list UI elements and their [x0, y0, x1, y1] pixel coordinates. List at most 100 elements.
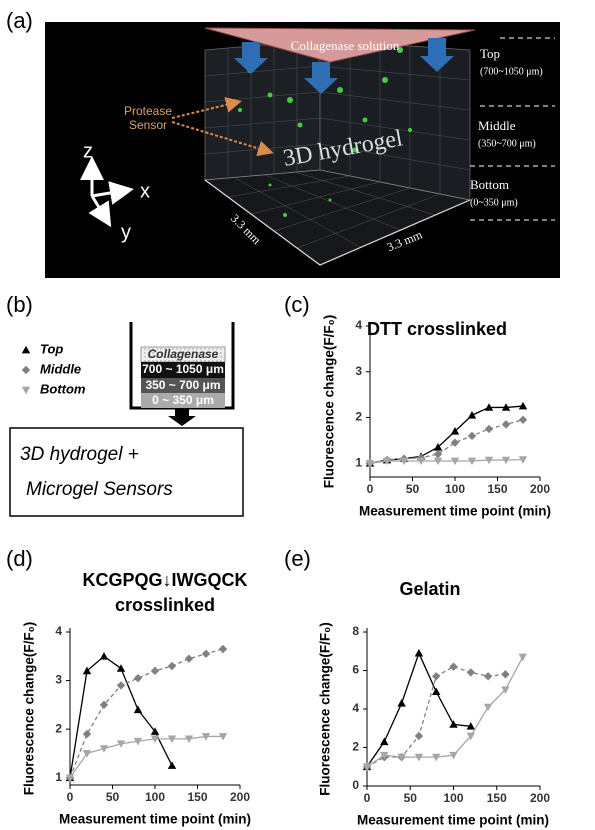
data-point	[82, 750, 92, 758]
data-point	[501, 686, 510, 694]
data-point	[414, 753, 424, 762]
panel-label: (d)	[6, 546, 33, 571]
data-point	[433, 443, 443, 451]
x-axis-label: Measurement time point (min)	[359, 504, 551, 519]
data-point	[150, 735, 160, 744]
data-point	[501, 670, 510, 679]
data-point	[133, 737, 143, 746]
data-point	[201, 733, 211, 741]
legend-label: Top	[40, 341, 63, 356]
axis-name: x	[140, 180, 150, 202]
data-point	[99, 652, 109, 660]
chart-title: crosslinked	[115, 595, 215, 615]
data-point	[365, 459, 375, 468]
series-line	[369, 419, 524, 464]
layer-name: Top	[480, 46, 500, 61]
y-tick-label: 4	[55, 624, 62, 638]
legend-marker	[21, 365, 31, 375]
microscopy-image: Collagenase solution 3D hydrogel Proteas…	[45, 22, 560, 278]
series-line	[366, 665, 506, 768]
y-tick-label: 1	[55, 770, 62, 784]
data-point	[167, 735, 177, 744]
x-tick-label: 50	[404, 791, 418, 805]
data-point	[466, 668, 475, 677]
data-point	[397, 753, 406, 762]
x-tick-label: 0	[367, 482, 374, 496]
data-point	[483, 672, 493, 681]
data-point	[450, 427, 460, 435]
data-point	[467, 431, 477, 441]
data-point	[501, 403, 511, 411]
setup-diagram: Collagenase 700 ~ 1050 μm 350 ~ 700 μm 0…	[9, 322, 244, 517]
data-point	[397, 699, 406, 707]
y-axis-label: Fluorescence change(F/F₀)	[322, 315, 337, 488]
series-line	[369, 405, 524, 464]
data-point	[432, 753, 441, 762]
data-point	[116, 681, 126, 690]
series-line	[69, 655, 173, 778]
data-point	[382, 457, 392, 466]
data-point	[150, 727, 160, 735]
x-tick-label: 100	[145, 790, 165, 804]
data-point	[433, 449, 443, 459]
layer-name: Middle	[478, 118, 516, 133]
y-tick-label: 8	[352, 624, 359, 638]
y-tick-label: 2	[355, 410, 362, 424]
box-text: 3D hydrogel +	[20, 444, 139, 465]
y-tick-label: 6	[352, 663, 359, 677]
chart-title: KCGPQG↓IWGQCK	[83, 570, 248, 590]
legend-label: Bottom	[40, 381, 86, 396]
x-tick-label: 100	[445, 482, 465, 496]
axis-name: z	[83, 140, 93, 162]
sensor-label: Protease	[124, 104, 172, 118]
data-point	[466, 732, 475, 741]
data-point	[116, 740, 126, 748]
legend-marker	[21, 345, 31, 354]
x-tick-label: 150	[187, 790, 207, 804]
series-line	[369, 458, 524, 464]
layer-label: Collagenase	[148, 347, 219, 361]
y-tick-label: 0	[352, 778, 359, 792]
layer-range: (0~350 μm)	[470, 197, 518, 208]
data-point	[362, 763, 372, 771]
layer-range: (700~1050 μm)	[480, 66, 543, 77]
series-line	[69, 735, 223, 779]
data-point	[167, 661, 177, 671]
data-point	[432, 672, 441, 681]
x-tick-label: 50	[406, 482, 420, 496]
y-tick-label: 4	[355, 318, 362, 332]
x-tick-label: 200	[530, 791, 550, 805]
data-point	[184, 735, 194, 744]
data-point	[467, 457, 477, 466]
data-point	[466, 722, 475, 730]
data-point	[501, 456, 511, 465]
y-tick-label: 2	[55, 721, 62, 735]
data-point	[450, 457, 460, 466]
data-point	[501, 420, 511, 429]
legend: Top Middle Bottom	[21, 341, 86, 396]
data-point	[483, 703, 493, 712]
x-tick-label: 200	[530, 482, 550, 496]
y-tick-label: 3	[55, 673, 62, 687]
y-tick-label: 4	[352, 701, 359, 715]
data-point	[82, 666, 92, 675]
x-tick-label: 50	[106, 790, 120, 804]
panel-label: (a)	[6, 8, 33, 33]
data-point	[449, 751, 458, 760]
data-point	[218, 644, 228, 654]
data-point	[518, 653, 527, 662]
series-line	[69, 648, 224, 778]
layer-label: 350 ~ 700 μm	[145, 378, 220, 392]
layer-label: 0 ~ 350 μm	[152, 393, 214, 407]
data-point	[449, 662, 458, 671]
layer-name: Bottom	[470, 177, 509, 192]
data-point	[201, 649, 211, 659]
data-point	[99, 745, 109, 753]
panel-label: (e)	[284, 546, 311, 571]
legend-marker	[21, 386, 31, 395]
x-tick-label: 150	[487, 791, 507, 805]
y-axis-label: Fluorescence change(F/F₀)	[22, 622, 37, 795]
data-point	[518, 456, 528, 464]
x-tick-label: 200	[230, 790, 250, 804]
